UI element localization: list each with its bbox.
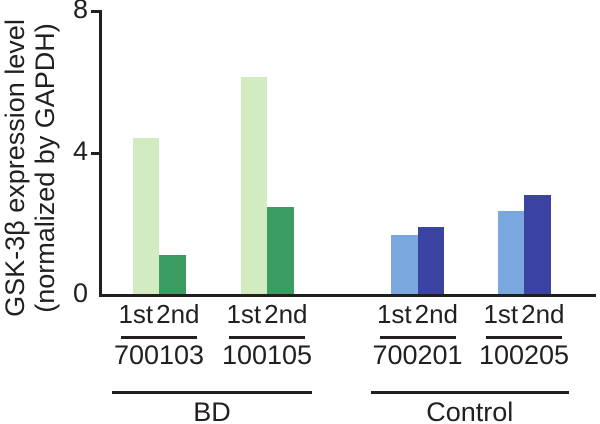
sample-id-100205: 100205 [478,340,570,370]
y-axis-title-line1: GSK-3β expression level [0,19,30,317]
series-label-1st: 1st [483,299,519,329]
bar-100105-1st [240,77,267,294]
series-label-2nd: 2nd [414,299,459,329]
series-label-2nd: 2nd [264,299,308,329]
bar-100205-2nd [524,194,551,294]
pair-underline-700103 [121,336,197,339]
cohort-label-control: Control [426,397,514,424]
y-tick-label-0: 0 [72,277,88,308]
sample-id-700201: 700201 [372,340,463,370]
series-labels-700201: 1st 2nd [370,301,466,328]
bar-700201-1st [391,235,418,294]
series-label-2nd: 2nd [521,299,565,329]
y-tick-4 [91,152,99,155]
bar-100205-1st [497,210,524,294]
bar-100105-2nd [267,207,294,294]
y-tick-8 [91,10,99,13]
series-label-2nd: 2nd [156,299,200,329]
series-label-1st: 1st [376,299,412,329]
bar-700201-2nd [417,226,444,294]
pair-underline-700201 [379,336,456,339]
plot-area [99,10,596,297]
y-tick-label-8: 8 [72,0,88,24]
series-labels-700103: 1st 2nd [111,301,207,328]
sample-id-700103: 700103 [113,340,205,370]
series-label-1st: 1st [118,299,154,329]
series-label-1st: 1st [226,299,262,329]
pair-underline-100105 [229,336,305,339]
cohort-underline-control [370,391,569,394]
series-labels-100105: 1st 2nd [219,301,315,328]
series-labels-100205: 1st 2nd [476,301,572,328]
bar-700103-2nd [159,254,186,294]
cohort-underline-bd [112,391,312,394]
bar-700103-1st [132,137,159,294]
cohort-label-bd: BD [193,397,231,424]
y-tick-label-4: 4 [72,135,88,166]
sample-id-100105: 100105 [221,340,313,370]
pair-underline-100205 [486,336,562,339]
